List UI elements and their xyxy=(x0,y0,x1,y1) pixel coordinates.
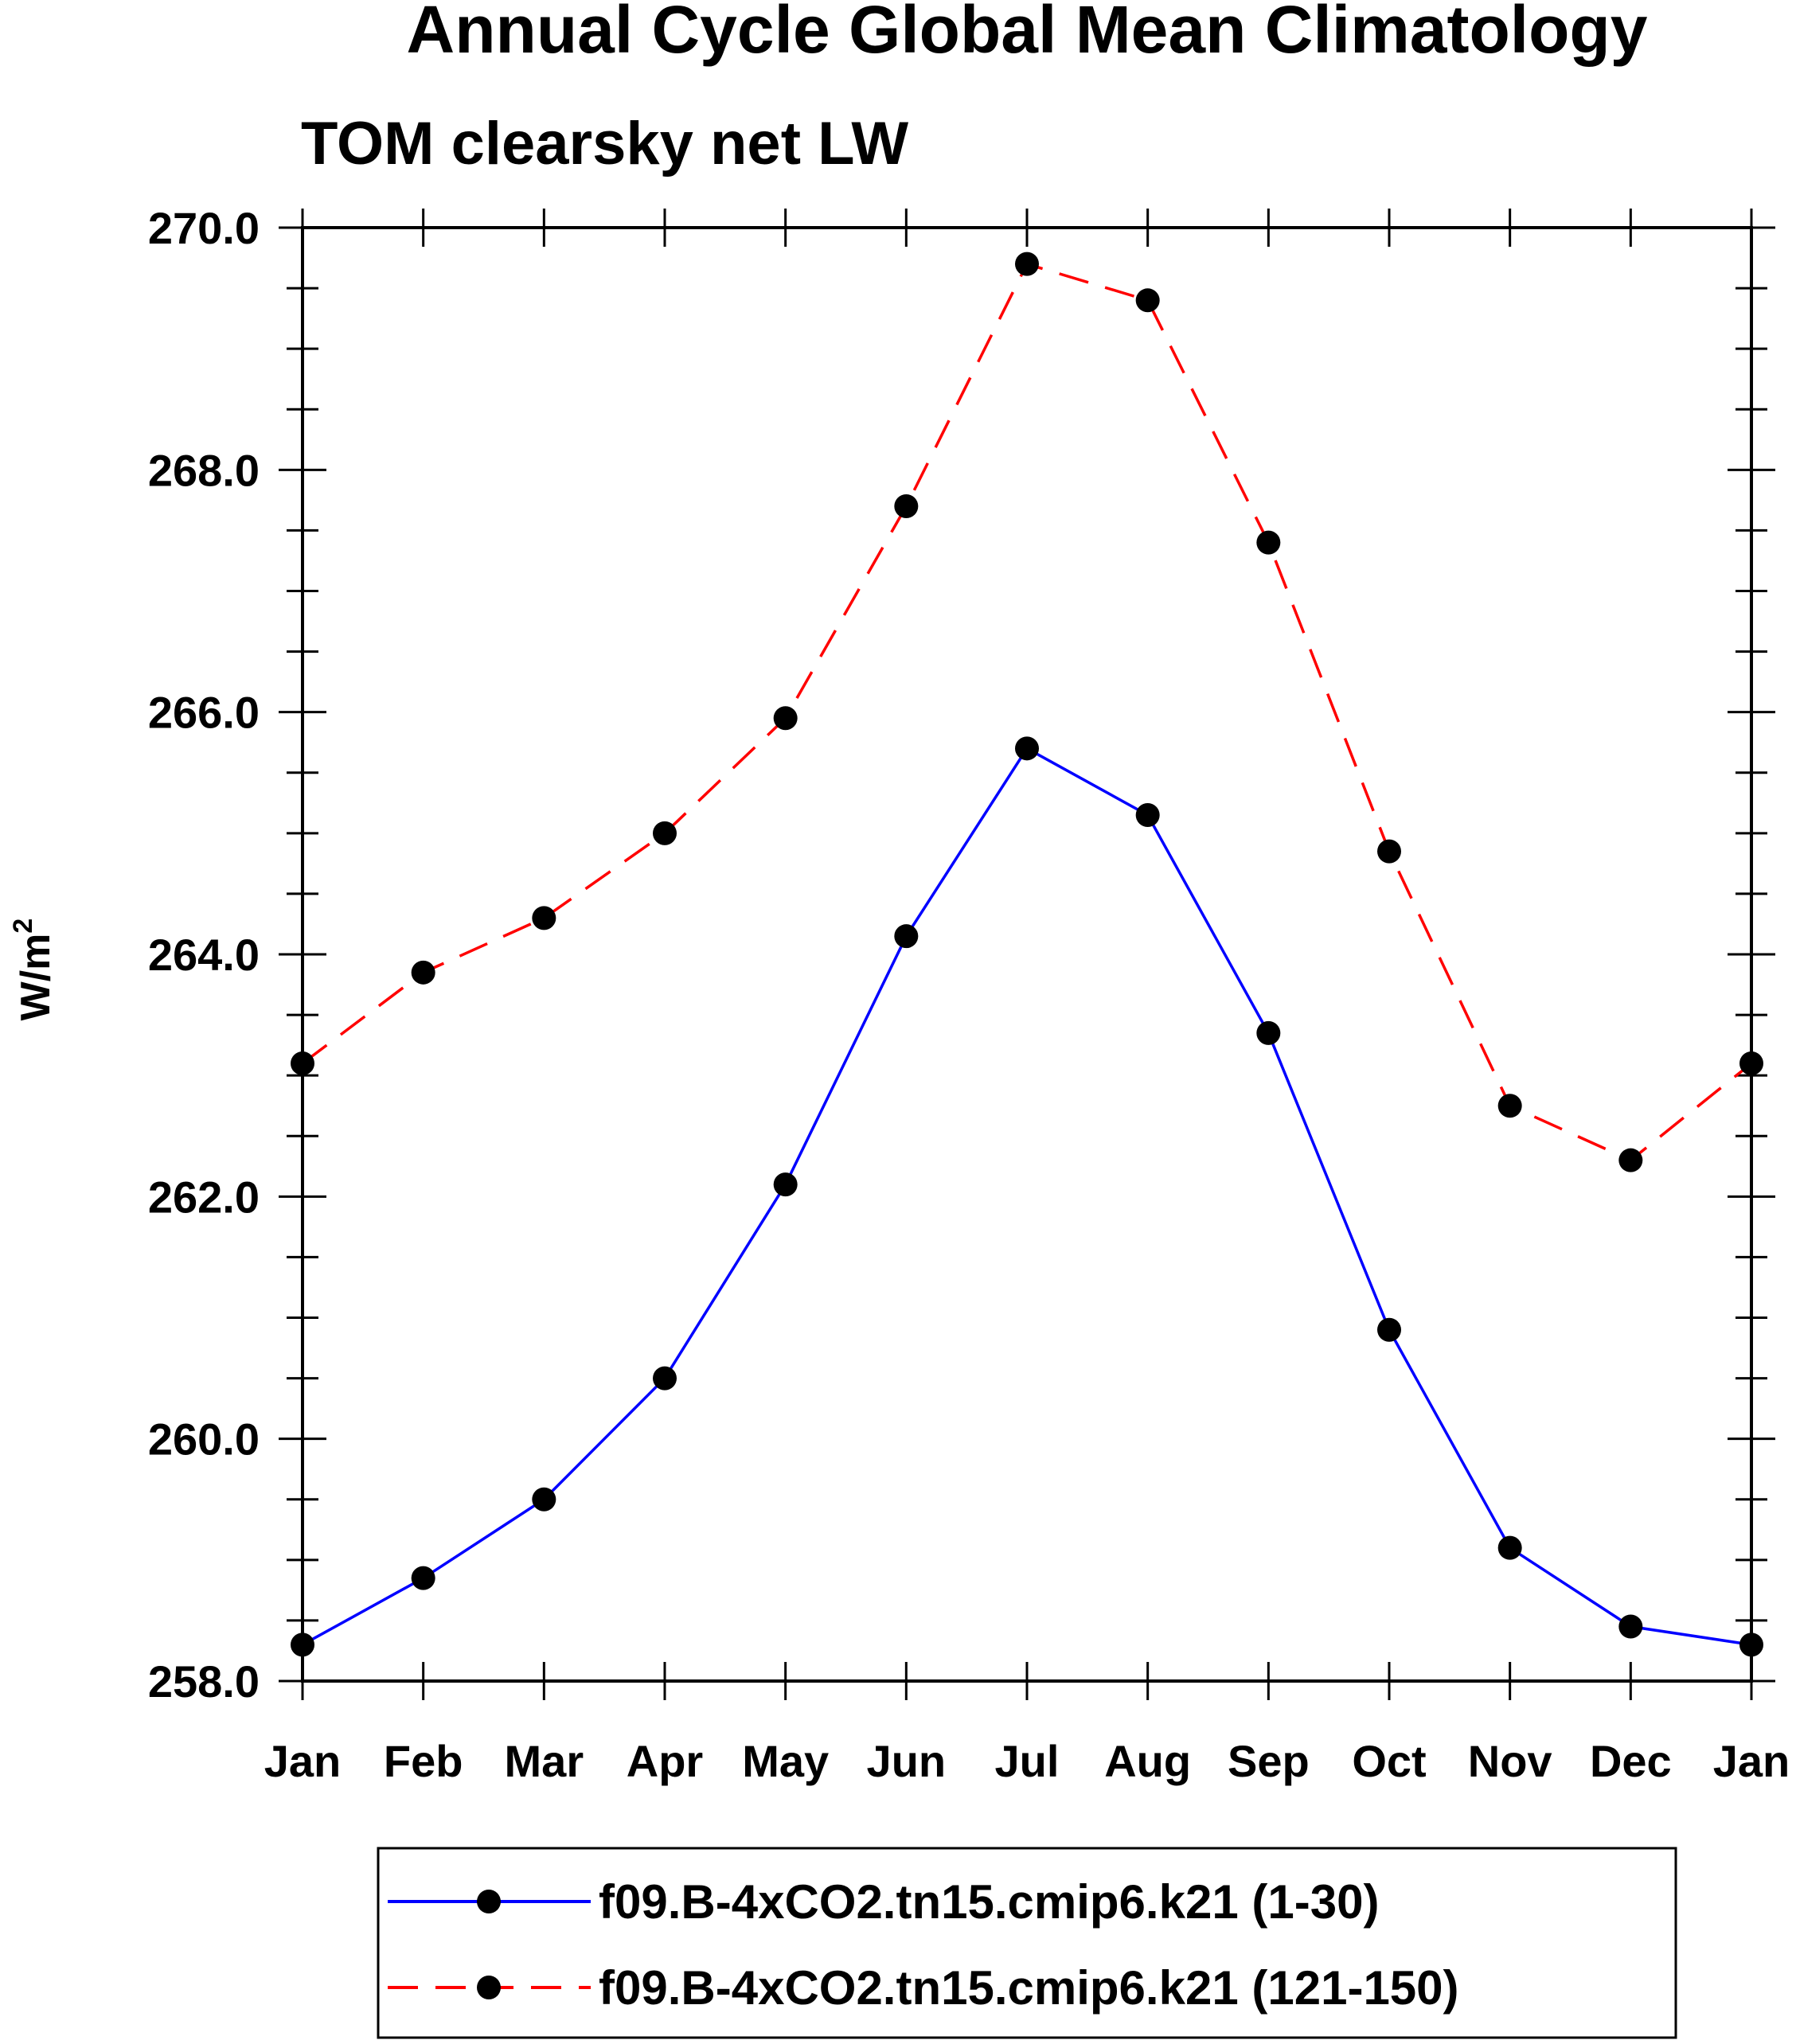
chart-title: Annual Cycle Global Mean Climatology xyxy=(407,0,1648,67)
y-tick-label: 258.0 xyxy=(148,1656,260,1707)
y-axis-label-text: W/m xyxy=(13,934,59,1021)
series-1-point xyxy=(1256,1020,1281,1045)
series-2-point xyxy=(532,906,556,930)
series-1-point xyxy=(894,924,919,949)
series-1-point xyxy=(1497,1535,1522,1560)
series-2-point xyxy=(1497,1094,1522,1118)
legend-marker-series-1 xyxy=(477,1890,501,1913)
series-1-point xyxy=(1135,803,1160,828)
series-1-point xyxy=(411,1566,435,1590)
y-tick-label: 266.0 xyxy=(148,688,260,738)
series-2-point xyxy=(1377,839,1401,864)
y-tick-label: 268.0 xyxy=(148,445,260,495)
x-tick-labels: Jan Feb Mar Apr May Jun Jul Aug Sep Oct Nov Dec Jan xyxy=(264,1736,1790,1786)
plot-frame xyxy=(301,226,1753,1683)
x-tick-label: Oct xyxy=(1352,1736,1426,1786)
series-1-point xyxy=(1618,1614,1643,1639)
axis-ticks xyxy=(279,209,1775,1700)
y-tick-label: 270.0 xyxy=(148,203,260,253)
x-tick-label: Jan xyxy=(264,1736,342,1786)
series-2-point xyxy=(1618,1148,1643,1172)
y-tick-label: 262.0 xyxy=(148,1172,260,1222)
series-2-point xyxy=(1256,530,1281,555)
y-axis-label-superscript: 2 xyxy=(8,919,38,934)
legend-label-series-1: f09.B-4xCO2.tn15.cmip6.k21 (1-30) xyxy=(599,1875,1379,1929)
x-tick-label: Aug xyxy=(1104,1736,1191,1786)
legend-box xyxy=(377,1847,1677,2039)
legend-label-series-2: f09.B-4xCO2.tn15.cmip6.k21 (121-150) xyxy=(599,1961,1459,2015)
series-1-point xyxy=(653,1366,677,1391)
y-tick-label: 260.0 xyxy=(148,1414,260,1465)
series-2-point xyxy=(653,821,677,845)
chart-subtitle: TOM clearsky net LW xyxy=(301,110,908,177)
legend-marker-series-2 xyxy=(477,1976,501,1999)
y-axis-label: W/m2 xyxy=(8,919,59,1021)
x-tick-label: Nov xyxy=(1468,1736,1552,1786)
series-2-point xyxy=(773,706,798,731)
series-line-2 xyxy=(301,262,1753,1162)
series-1-point xyxy=(1015,736,1039,761)
series-1-point xyxy=(773,1172,798,1197)
x-tick-label: Jun xyxy=(867,1736,947,1786)
series-2-point xyxy=(1015,252,1039,276)
series-2-point xyxy=(411,960,435,985)
y-tick-labels: 258.0 260.0 262.0 264.0 266.0 268.0 270.0 xyxy=(148,203,260,1707)
series-2-point xyxy=(894,493,919,518)
x-tick-label: Dec xyxy=(1590,1736,1672,1786)
series-1-point xyxy=(1377,1317,1401,1342)
x-tick-label: Jul xyxy=(995,1736,1060,1786)
x-tick-label: Sep xyxy=(1228,1736,1310,1786)
series-2-point xyxy=(1135,288,1160,313)
series-1-point xyxy=(532,1487,556,1512)
x-tick-label: Mar xyxy=(505,1736,584,1786)
legend: f09.B-4xCO2.tn15.cmip6.k21 (1-30) f09.B-… xyxy=(377,1847,1677,2039)
x-tick-label: Jan xyxy=(1713,1736,1790,1786)
series-layer xyxy=(291,252,1763,1657)
x-tick-label: May xyxy=(742,1736,829,1786)
svg-text:W/m2: W/m2 xyxy=(8,919,59,1021)
x-tick-label: Feb xyxy=(384,1736,463,1786)
x-tick-label: Apr xyxy=(627,1736,703,1786)
series-line-1 xyxy=(302,746,1752,1647)
y-tick-label: 264.0 xyxy=(148,930,260,980)
